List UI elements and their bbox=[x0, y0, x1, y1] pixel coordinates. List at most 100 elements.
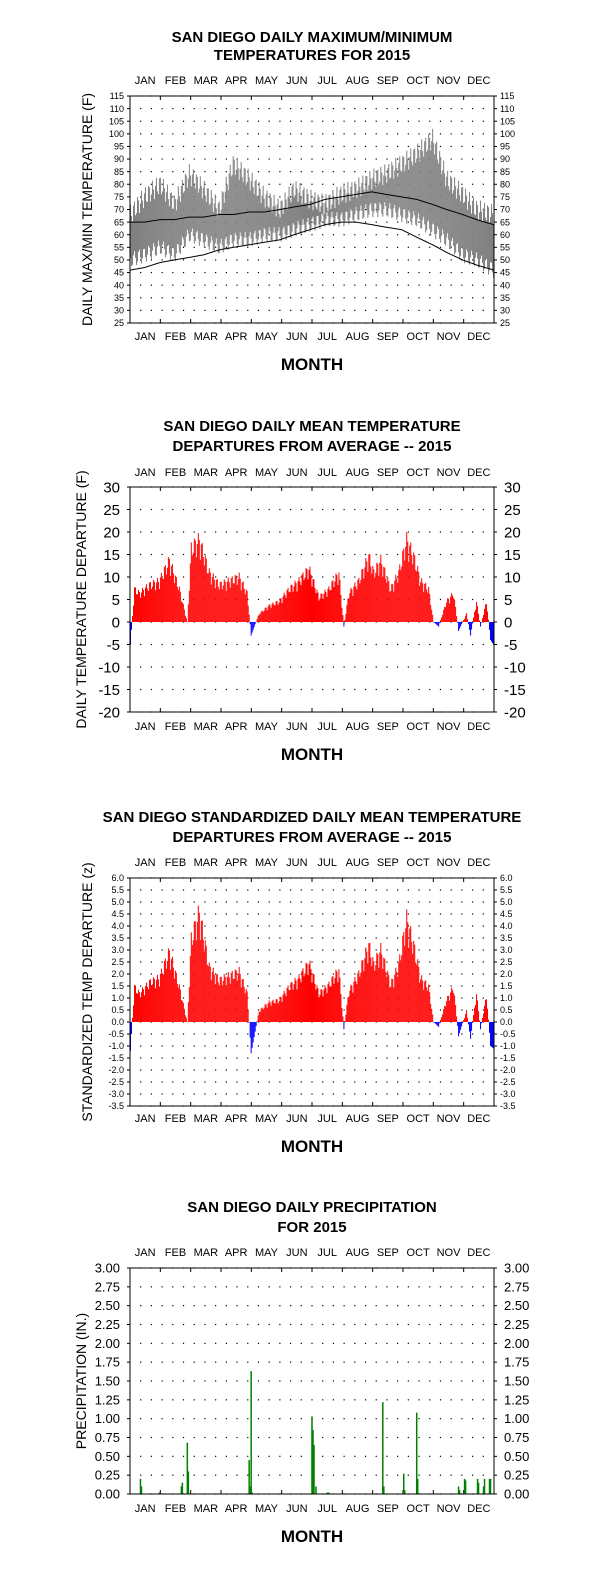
grid-dot bbox=[140, 688, 142, 691]
grid-dot bbox=[204, 1380, 206, 1382]
departure-bar bbox=[382, 969, 384, 1022]
grid-dot bbox=[450, 1093, 452, 1095]
grid-dot bbox=[161, 1033, 163, 1035]
daily-range-bar bbox=[309, 201, 311, 232]
grid-dot bbox=[397, 913, 399, 915]
grid-dot bbox=[268, 688, 270, 691]
grid-dot bbox=[343, 553, 345, 556]
grid-dot bbox=[461, 1455, 463, 1457]
grid-dot bbox=[140, 643, 142, 646]
departure-bar bbox=[377, 563, 379, 622]
departure-bar bbox=[337, 584, 339, 622]
grid-dot bbox=[268, 1418, 270, 1420]
grid-dot bbox=[140, 937, 142, 939]
grid-dot bbox=[300, 158, 302, 160]
grid-dot bbox=[439, 949, 442, 951]
daily-range-bar bbox=[439, 151, 441, 240]
y-tick-label-right: -1.5 bbox=[500, 1053, 516, 1063]
daily-range-bar bbox=[299, 183, 301, 234]
departure-bar bbox=[481, 622, 483, 623]
grid-dot bbox=[407, 1361, 409, 1363]
departure-bar bbox=[189, 956, 191, 1022]
grid-dot bbox=[161, 108, 163, 110]
y-tick-label-right: -3.0 bbox=[500, 1089, 516, 1099]
departure-bar bbox=[246, 591, 248, 622]
grid-dot bbox=[332, 913, 335, 915]
departure-bar bbox=[447, 996, 449, 1022]
precip-bar bbox=[312, 1429, 314, 1494]
grid-dot bbox=[450, 246, 452, 248]
grid-dot bbox=[268, 1286, 270, 1288]
grid-dot bbox=[300, 1455, 302, 1457]
daily-range-bar bbox=[457, 188, 459, 244]
grid-dot bbox=[429, 913, 431, 915]
grid-dot bbox=[322, 937, 324, 939]
departure-bar bbox=[394, 580, 396, 622]
departure-bar bbox=[227, 972, 229, 1022]
grid-dot bbox=[300, 889, 302, 891]
grid-dot bbox=[482, 183, 484, 185]
grid-dot bbox=[300, 133, 302, 135]
chart-title-line: SAN DIEGO DAILY MEAN TEMPERATURE bbox=[163, 418, 460, 435]
daily-range-bar bbox=[234, 175, 236, 233]
departure-bar bbox=[174, 970, 176, 1022]
grid-dot bbox=[343, 925, 345, 927]
departure-bar bbox=[417, 565, 419, 622]
departure-bar bbox=[215, 974, 217, 1022]
grid-dot bbox=[300, 145, 302, 148]
grid-dot bbox=[193, 309, 195, 311]
grid-dot bbox=[364, 297, 367, 299]
daily-range-bar bbox=[278, 213, 280, 228]
departure-bar bbox=[446, 1001, 448, 1022]
departure-bar bbox=[288, 592, 290, 622]
y-tick-label-left: 50 bbox=[114, 255, 124, 265]
grid-dot bbox=[407, 1323, 409, 1326]
daily-range-bar bbox=[193, 184, 195, 244]
departure-bar bbox=[423, 989, 425, 1022]
daily-range-bar bbox=[130, 215, 132, 267]
departure-bar bbox=[400, 960, 402, 1022]
departure-bar bbox=[448, 598, 450, 622]
grid-dot bbox=[429, 120, 431, 122]
y-tick-label-right: 2.25 bbox=[504, 1317, 529, 1332]
departure-bar bbox=[437, 1022, 439, 1026]
grid-dot bbox=[397, 1436, 399, 1439]
grid-dot bbox=[450, 508, 452, 511]
grid-dot bbox=[161, 284, 163, 286]
grid-dot bbox=[247, 985, 249, 987]
departure-bar bbox=[442, 614, 444, 622]
grid-dot bbox=[332, 183, 335, 185]
grid-dot bbox=[236, 133, 238, 135]
departure-bar bbox=[482, 618, 484, 622]
grid-dot bbox=[418, 259, 420, 261]
grid-dot bbox=[343, 158, 345, 160]
grid-dot bbox=[407, 913, 409, 915]
grid-dot bbox=[150, 284, 153, 286]
grid-dot bbox=[364, 246, 367, 248]
month-label-top: DEC bbox=[467, 857, 490, 869]
grid-dot bbox=[450, 1380, 452, 1382]
departure-bar bbox=[192, 552, 194, 622]
grid-dot bbox=[407, 1474, 409, 1476]
grid-dot bbox=[429, 553, 431, 556]
departure-bar bbox=[209, 572, 211, 622]
departure-bar bbox=[211, 971, 213, 1022]
grid-dot bbox=[279, 309, 281, 311]
grid-dot bbox=[225, 973, 227, 975]
grid-dot bbox=[182, 997, 185, 999]
daily-range-bar bbox=[232, 156, 234, 248]
grid-dot bbox=[439, 937, 442, 939]
grid-dot bbox=[354, 133, 356, 135]
grid-dot bbox=[215, 183, 217, 185]
departure-bar bbox=[393, 591, 395, 622]
grid-dot bbox=[471, 1418, 474, 1420]
departure-bar bbox=[431, 609, 433, 622]
daily-range-bar bbox=[172, 208, 174, 249]
departure-bar bbox=[352, 595, 354, 622]
y-tick-label-left: 1.25 bbox=[95, 1392, 120, 1407]
departure-bar bbox=[378, 575, 380, 622]
departure-bar bbox=[364, 567, 366, 622]
daily-range-bar bbox=[462, 186, 464, 249]
grid-dot bbox=[247, 949, 249, 951]
grid-dot bbox=[375, 937, 377, 939]
